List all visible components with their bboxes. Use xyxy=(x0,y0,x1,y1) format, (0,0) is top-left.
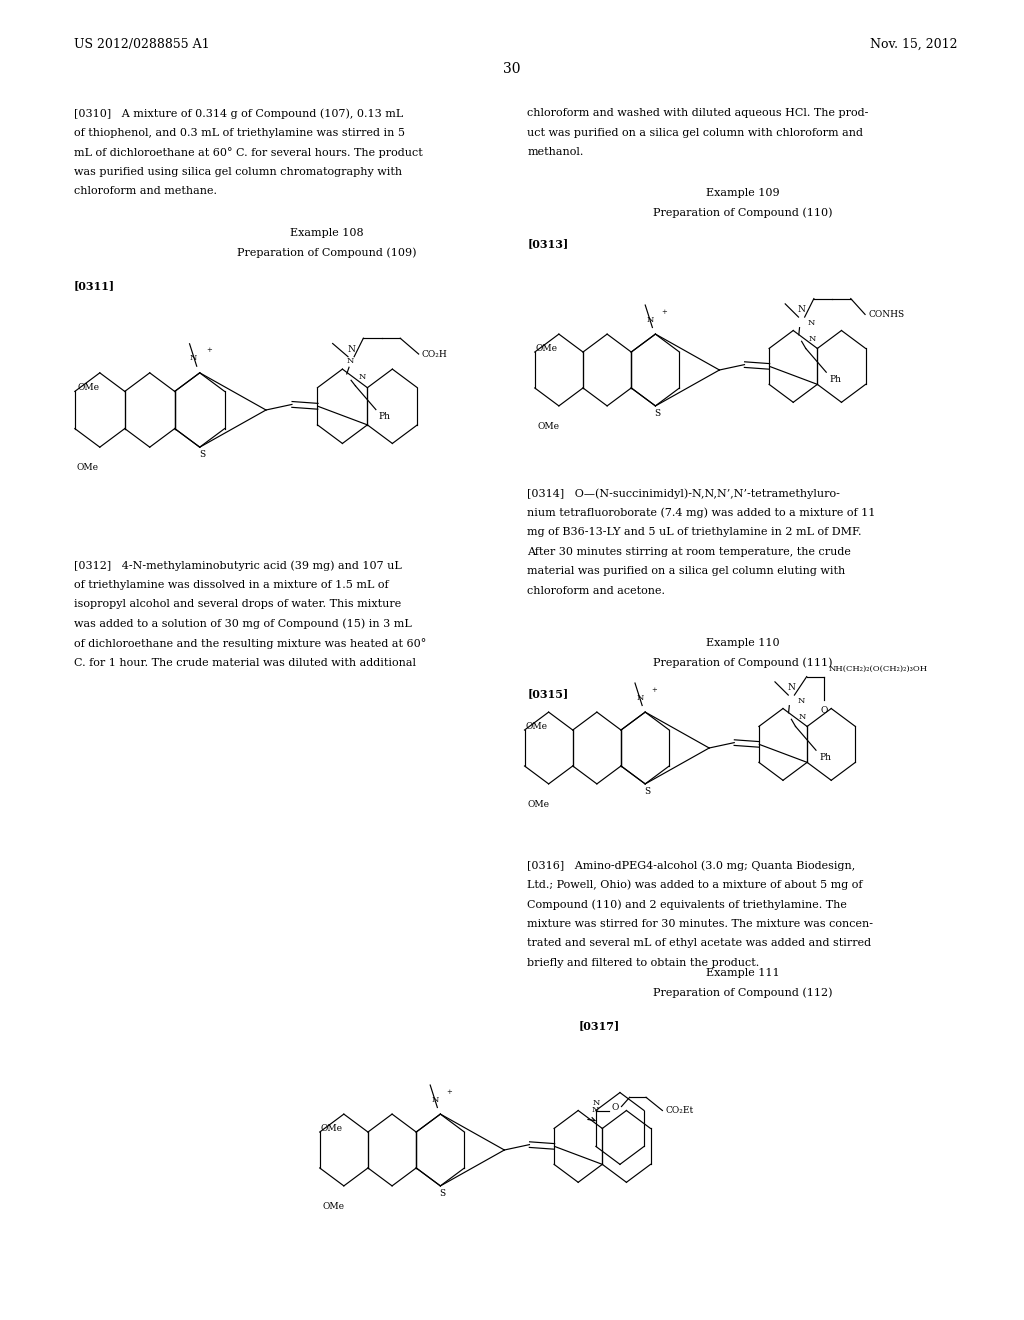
Text: Preparation of Compound (112): Preparation of Compound (112) xyxy=(652,987,833,998)
Text: N: N xyxy=(591,1106,599,1114)
Text: After 30 minutes stirring at room temperature, the crude: After 30 minutes stirring at room temper… xyxy=(527,546,851,557)
Text: uct was purified on a silica gel column with chloroform and: uct was purified on a silica gel column … xyxy=(527,128,863,137)
Text: Example 110: Example 110 xyxy=(706,638,779,648)
Text: O: O xyxy=(820,706,827,714)
Text: +: + xyxy=(446,1088,453,1096)
Text: N: N xyxy=(190,354,198,362)
Text: CO₂Et: CO₂Et xyxy=(666,1106,693,1115)
Text: OMe: OMe xyxy=(538,422,560,430)
Text: Preparation of Compound (109): Preparation of Compound (109) xyxy=(238,248,417,259)
Text: Nov. 15, 2012: Nov. 15, 2012 xyxy=(870,38,957,51)
Text: [0315]: [0315] xyxy=(527,688,568,700)
Text: OMe: OMe xyxy=(536,343,557,352)
Text: trated and several mL of ethyl acetate was added and stirred: trated and several mL of ethyl acetate w… xyxy=(527,939,871,948)
Text: mixture was stirred for 30 minutes. The mixture was concen-: mixture was stirred for 30 minutes. The … xyxy=(527,919,873,928)
Text: of thiophenol, and 0.3 mL of triethylamine was stirred in 5: of thiophenol, and 0.3 mL of triethylami… xyxy=(74,128,404,137)
Text: mg of B36-13-LY and 5 uL of triethylamine in 2 mL of DMF.: mg of B36-13-LY and 5 uL of triethylamin… xyxy=(527,527,862,537)
Text: [0314]   O—(N-succinimidyl)-N,N,N’,N’-tetramethyluro-: [0314] O—(N-succinimidyl)-N,N,N’,N’-tetr… xyxy=(527,488,841,499)
Text: [0310]   A mixture of 0.314 g of Compound (107), 0.13 mL: [0310] A mixture of 0.314 g of Compound … xyxy=(74,108,403,119)
Text: N: N xyxy=(798,305,806,314)
Text: S: S xyxy=(654,409,660,417)
Text: [0317]: [0317] xyxy=(579,1020,620,1031)
Text: Compound (110) and 2 equivalents of triethylamine. The: Compound (110) and 2 equivalents of trie… xyxy=(527,899,847,909)
Text: C. for 1 hour. The crude material was diluted with additional: C. for 1 hour. The crude material was di… xyxy=(74,657,416,668)
Text: of triethylamine was dissolved in a mixture of 1.5 mL of: of triethylamine was dissolved in a mixt… xyxy=(74,579,388,590)
Text: Ltd.; Powell, Ohio) was added to a mixture of about 5 mg of: Ltd.; Powell, Ohio) was added to a mixtu… xyxy=(527,879,863,890)
Text: [0312]   4-N-methylaminobutyric acid (39 mg) and 107 uL: [0312] 4-N-methylaminobutyric acid (39 m… xyxy=(74,560,401,570)
Text: Example 111: Example 111 xyxy=(706,968,779,978)
Text: S: S xyxy=(199,450,205,459)
Text: material was purified on a silica gel column eluting with: material was purified on a silica gel co… xyxy=(527,566,846,576)
Text: N: N xyxy=(432,1096,439,1104)
Text: Ph: Ph xyxy=(819,752,831,762)
Text: OMe: OMe xyxy=(525,722,547,730)
Text: N: N xyxy=(787,684,796,693)
Text: [0313]: [0313] xyxy=(527,238,568,249)
Text: was purified using silica gel column chromatography with: was purified using silica gel column chr… xyxy=(74,166,401,177)
Text: OMe: OMe xyxy=(321,1123,342,1133)
Text: N: N xyxy=(808,319,815,327)
Text: O: O xyxy=(611,1104,618,1113)
Text: Ph: Ph xyxy=(829,375,842,384)
Text: Ph: Ph xyxy=(379,412,391,421)
Text: NH(CH₂)₂(O(CH₂)₂)₃OH: NH(CH₂)₂(O(CH₂)₂)₃OH xyxy=(828,665,928,673)
Text: OMe: OMe xyxy=(77,463,98,473)
Text: US 2012/0288855 A1: US 2012/0288855 A1 xyxy=(74,38,209,51)
Text: N: N xyxy=(346,358,353,366)
Text: N: N xyxy=(798,697,805,705)
Text: was added to a solution of 30 mg of Compound (15) in 3 mL: was added to a solution of 30 mg of Comp… xyxy=(74,619,412,630)
Text: OMe: OMe xyxy=(527,800,550,809)
Text: isopropyl alcohol and several drops of water. This mixture: isopropyl alcohol and several drops of w… xyxy=(74,599,401,609)
Text: CONHS: CONHS xyxy=(868,310,904,319)
Text: methanol.: methanol. xyxy=(527,147,584,157)
Text: OMe: OMe xyxy=(323,1201,345,1210)
Text: Preparation of Compound (110): Preparation of Compound (110) xyxy=(652,207,833,218)
Text: briefly and filtered to obtain the product.: briefly and filtered to obtain the produ… xyxy=(527,958,760,968)
Text: chloroform and acetone.: chloroform and acetone. xyxy=(527,586,666,595)
Text: [0311]: [0311] xyxy=(74,280,115,290)
Text: Example 109: Example 109 xyxy=(706,187,779,198)
Text: nium tetrafluoroborate (7.4 mg) was added to a mixture of 11: nium tetrafluoroborate (7.4 mg) was adde… xyxy=(527,507,876,517)
Text: mL of dichloroethane at 60° C. for several hours. The product: mL of dichloroethane at 60° C. for sever… xyxy=(74,147,423,158)
Text: chloroform and washed with diluted aqueous HCl. The prod-: chloroform and washed with diluted aqueo… xyxy=(527,108,868,117)
Text: N: N xyxy=(799,713,806,721)
Text: N: N xyxy=(593,1100,600,1107)
Text: OMe: OMe xyxy=(77,383,99,392)
Text: N: N xyxy=(647,315,654,323)
Text: +: + xyxy=(651,685,657,693)
Text: N: N xyxy=(637,693,644,701)
Text: S: S xyxy=(644,787,650,796)
Text: Example 108: Example 108 xyxy=(291,228,364,238)
Text: +: + xyxy=(206,346,212,354)
Text: N: N xyxy=(347,345,355,354)
Text: N: N xyxy=(358,372,366,380)
Text: [0316]   Amino-dPEG4-alcohol (3.0 mg; Quanta Biodesign,: [0316] Amino-dPEG4-alcohol (3.0 mg; Quan… xyxy=(527,861,856,871)
Text: Preparation of Compound (111): Preparation of Compound (111) xyxy=(652,657,833,668)
Text: of dichloroethane and the resulting mixture was heated at 60°: of dichloroethane and the resulting mixt… xyxy=(74,638,426,649)
Text: CO₂H: CO₂H xyxy=(422,350,447,359)
Text: 30: 30 xyxy=(503,62,521,77)
Text: +: + xyxy=(662,308,668,315)
Text: N: N xyxy=(809,335,816,343)
Text: S: S xyxy=(439,1188,445,1197)
Text: chloroform and methane.: chloroform and methane. xyxy=(74,186,217,197)
